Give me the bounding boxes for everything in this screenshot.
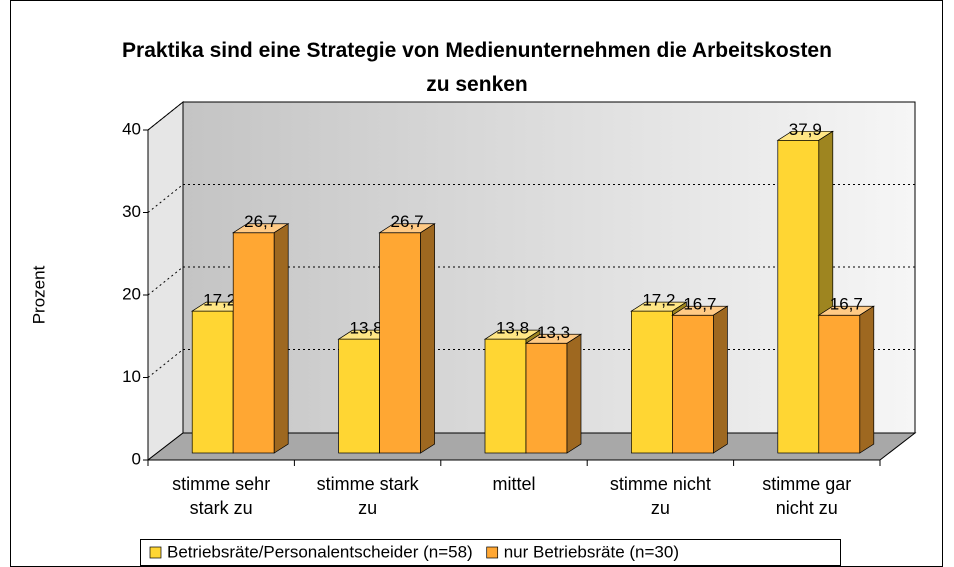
legend-swatch (486, 546, 499, 559)
value-label: 16,7 (683, 295, 716, 314)
y-axis-label: Prozent (29, 265, 48, 324)
bar-side (420, 223, 435, 454)
y-tick-label: 20 (122, 284, 141, 303)
value-label: 26,7 (391, 212, 424, 231)
bar (631, 310, 673, 454)
value-label: 16,7 (830, 295, 863, 314)
bar (484, 338, 527, 454)
value-label: 13,8 (496, 319, 529, 338)
bar-side (273, 223, 289, 454)
bar (338, 338, 380, 454)
legend-label: Betriebsräte/Personalentscheider (n=58) (167, 542, 473, 561)
bar-side (566, 333, 582, 454)
bar (777, 139, 820, 454)
value-label: 13,3 (537, 323, 570, 342)
y-tick-label: 0 (132, 449, 141, 468)
value-label: 17,2 (642, 291, 675, 310)
x-tick-label: stimme stark zu (316, 474, 419, 518)
value-label: 17,2 (203, 291, 236, 310)
y-tick-label: 10 (122, 367, 141, 386)
y-tick-label: 40 (122, 119, 141, 138)
bar (672, 314, 714, 454)
bar (191, 310, 234, 454)
chart-title: Praktika sind eine Strategie von Medienu… (122, 39, 832, 96)
x-tick-label: stimme sehr stark zu (172, 474, 271, 518)
bar (818, 314, 861, 454)
x-tick-label: mittel (492, 474, 536, 494)
bar-side (859, 305, 875, 454)
legend-label: nur Betriebsräte (n=30) (504, 542, 679, 561)
legend-swatch (149, 546, 162, 559)
bar (379, 232, 421, 454)
value-label: 26,7 (244, 212, 277, 231)
x-tick-label: stimme gar nicht zu (762, 474, 852, 518)
bar (232, 232, 275, 454)
value-label: 37,9 (789, 120, 822, 139)
y-tick-label: 30 (122, 202, 141, 221)
value-label: 13,8 (350, 319, 383, 338)
bar-side (713, 305, 728, 454)
side-wall (147, 100, 184, 462)
bar (525, 342, 568, 454)
x-tick-label: stimme nicht zu (609, 474, 711, 518)
